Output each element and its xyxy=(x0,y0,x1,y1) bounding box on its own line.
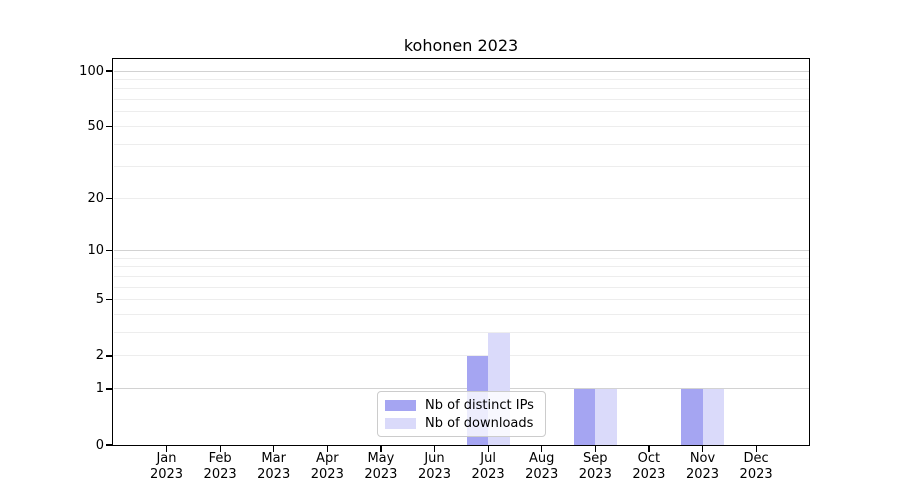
x-tick-month: Mar xyxy=(261,451,286,466)
minor-gridline xyxy=(113,197,809,199)
x-tick-mark xyxy=(594,446,596,452)
x-tick-label: Nov 2023 xyxy=(673,451,733,482)
minor-gridline xyxy=(113,286,809,288)
x-tick-year: 2023 xyxy=(149,466,184,482)
x-tick-label: Aug 2023 xyxy=(512,451,572,482)
y-tick-label: 10 xyxy=(87,243,104,259)
x-tick-year: 2023 xyxy=(203,466,237,482)
y-tick-mark xyxy=(105,299,112,301)
y-tick-label: 2 xyxy=(95,348,104,364)
x-tick-mark xyxy=(541,446,543,452)
minor-gridline xyxy=(113,111,809,113)
x-tick-year: 2023 xyxy=(471,466,505,482)
x-tick-month: Oct xyxy=(637,451,661,466)
x-tick-year: 2023 xyxy=(364,466,398,482)
y-tick-mark xyxy=(105,197,112,199)
y-tick-label: 100 xyxy=(79,63,104,79)
y-tick-label: 0 xyxy=(95,437,104,453)
x-tick-mark xyxy=(433,446,436,452)
y-tick-mark xyxy=(105,70,112,72)
minor-gridline xyxy=(113,355,809,357)
x-tick-label: Mar 2023 xyxy=(244,451,304,482)
minor-gridline xyxy=(113,257,809,259)
legend-swatch-downloads xyxy=(385,417,416,429)
x-tick-month: Sep xyxy=(583,451,608,466)
major-gridline xyxy=(113,250,809,252)
x-tick-month: May xyxy=(367,451,395,466)
x-tick-mark xyxy=(380,446,382,452)
x-tick-year: 2023 xyxy=(310,466,344,482)
y-tick-mark xyxy=(105,388,112,390)
bar-downloads-sep xyxy=(595,388,617,445)
minor-gridline xyxy=(113,314,809,316)
x-tick-label: Jul 2023 xyxy=(458,451,518,482)
x-tick-year: 2023 xyxy=(739,466,773,482)
y-tick-label: 1 xyxy=(95,381,104,397)
y-tick-label: 5 xyxy=(95,292,104,308)
x-tick-year: 2023 xyxy=(525,466,559,482)
bar-ips-sep xyxy=(573,388,596,445)
x-tick-mark xyxy=(648,446,650,452)
x-tick-label: Jan 2023 xyxy=(137,451,197,482)
x-tick-mark xyxy=(487,446,489,452)
x-tick-month: Aug xyxy=(528,451,555,466)
x-tick-month: Apr xyxy=(316,451,339,466)
legend: Nb of distinct IPs Nb of downloads xyxy=(377,391,546,437)
y-tick-mark xyxy=(105,444,112,446)
bar-downloads-nov xyxy=(702,388,724,445)
minor-gridline xyxy=(113,332,809,334)
y-tick-mark xyxy=(105,355,112,357)
legend-item: Nb of distinct IPs xyxy=(385,398,545,413)
x-tick-mark xyxy=(165,446,168,452)
minor-gridline xyxy=(113,78,809,80)
y-tick-mark xyxy=(105,125,112,128)
chart-title: kohonen 2023 xyxy=(403,36,519,55)
minor-gridline xyxy=(113,266,809,268)
x-tick-mark xyxy=(701,446,704,452)
legend-item: Nb of downloads xyxy=(385,416,545,431)
bar-ips-nov xyxy=(681,388,703,445)
minor-gridline xyxy=(113,125,809,127)
x-tick-label: Sep 2023 xyxy=(565,451,625,482)
minor-gridline xyxy=(113,99,809,101)
x-tick-label: May 2023 xyxy=(351,451,411,482)
x-tick-label: Dec 2023 xyxy=(726,451,786,482)
x-tick-month: Dec xyxy=(743,451,769,466)
x-tick-mark xyxy=(755,446,757,452)
minor-gridline xyxy=(113,88,809,90)
x-tick-mark xyxy=(326,446,328,452)
y-tick-label: 20 xyxy=(87,190,104,206)
x-tick-year: 2023 xyxy=(632,466,666,482)
x-tick-year: 2023 xyxy=(578,466,612,482)
x-tick-year: 2023 xyxy=(417,466,452,482)
x-tick-mark xyxy=(273,446,275,452)
minor-gridline xyxy=(113,299,809,301)
minor-gridline xyxy=(113,166,809,168)
legend-swatch-ips xyxy=(385,399,416,411)
x-tick-label: Jun 2023 xyxy=(405,451,465,482)
minor-gridline xyxy=(113,275,809,277)
y-tick-mark xyxy=(105,250,112,252)
y-tick-label: 50 xyxy=(87,118,104,134)
x-tick-label: Apr 2023 xyxy=(297,451,357,482)
x-tick-month: Jul xyxy=(480,451,496,466)
major-gridline xyxy=(113,70,809,72)
x-tick-month: Feb xyxy=(208,451,232,466)
x-tick-year: 2023 xyxy=(257,466,291,482)
x-tick-year: 2023 xyxy=(685,466,720,482)
x-tick-month: Jan xyxy=(156,451,177,466)
minor-gridline xyxy=(113,143,809,145)
legend-label: Nb of distinct IPs xyxy=(425,397,534,413)
x-tick-label: Oct 2023 xyxy=(619,451,679,482)
x-tick-month: Jun xyxy=(424,451,445,466)
plot-area-border xyxy=(112,58,810,446)
x-tick-label: Feb 2023 xyxy=(190,451,250,482)
x-tick-month: Nov xyxy=(689,451,716,466)
major-gridline xyxy=(113,388,809,390)
x-tick-mark xyxy=(219,446,221,452)
legend-label: Nb of downloads xyxy=(425,415,534,431)
